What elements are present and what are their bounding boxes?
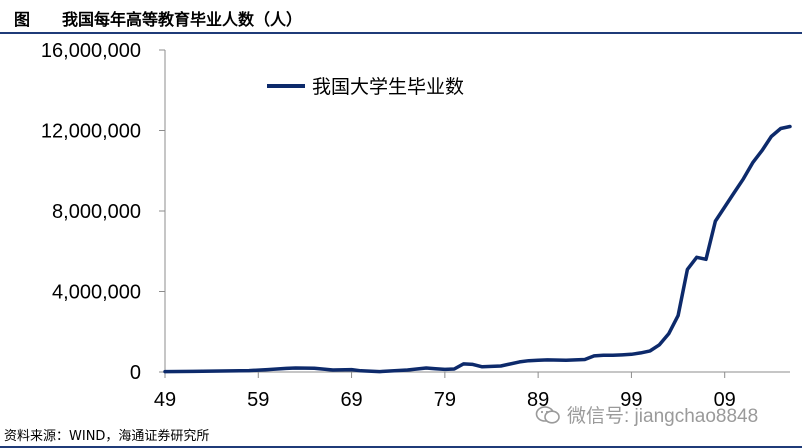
figure-title: 我国每年高等教育毕业人数（人） [62, 10, 303, 29]
y-tick-label: 12,000,000 [41, 121, 141, 143]
wechat-icon [535, 406, 560, 424]
figure-label: 图 [14, 10, 31, 29]
x-tick-label: 49 [154, 389, 176, 411]
x-tick-label: 99 [620, 389, 642, 411]
watermark-text: 微信号: jiangchao8848 [567, 406, 759, 427]
line-chart: 0 4,000,000 8,000,000 12,000,000 16,000,000 4… [41, 40, 792, 411]
y-tick-label: 0 [130, 362, 141, 384]
y-tick-label: 4,000,000 [52, 282, 141, 304]
legend-label: 我国大学生毕业数 [312, 76, 464, 98]
x-tick-label: 09 [714, 389, 736, 411]
x-tick-label: 89 [527, 389, 549, 411]
bottom-rule [0, 446, 802, 448]
x-tick-label: 79 [434, 389, 456, 411]
x-tick-label: 59 [247, 389, 269, 411]
y-tick-label: 8,000,000 [52, 201, 141, 223]
x-tick-label: 69 [340, 389, 362, 411]
y-tick-label: 16,000,000 [41, 40, 141, 62]
series-line [163, 124, 792, 374]
source-note: 资料来源：WIND，海通证券研究所 [4, 429, 210, 444]
figure-title-bar: 图 我国每年高等教育毕业人数（人） [0, 0, 802, 34]
watermark: 微信号: jiangchao8848 [535, 401, 758, 428]
